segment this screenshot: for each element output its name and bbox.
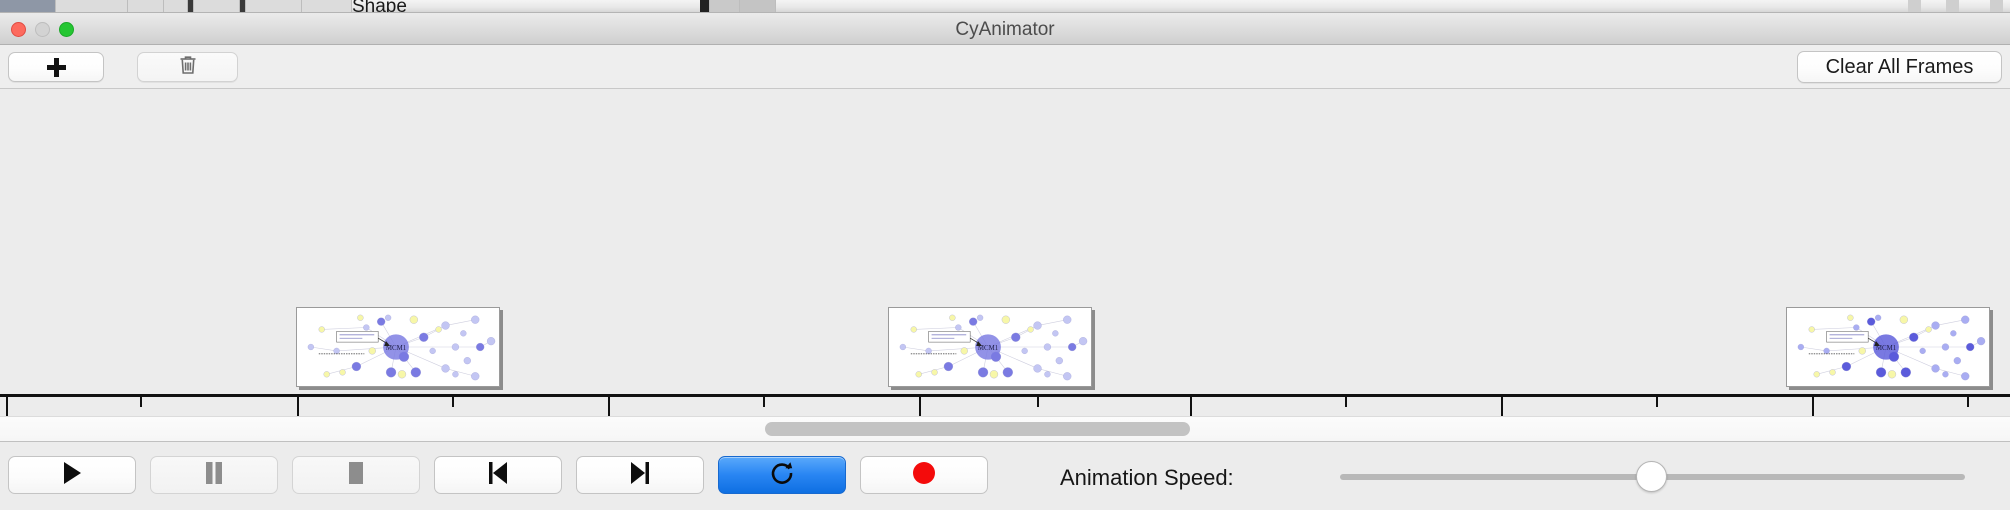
skip-end-icon <box>628 461 652 490</box>
svg-text:MCM1: MCM1 <box>978 345 999 352</box>
maximize-button[interactable] <box>59 22 74 37</box>
svg-text:MCM1: MCM1 <box>1876 345 1897 352</box>
background-window-label: Shape <box>352 0 407 13</box>
axis-tick <box>608 397 610 416</box>
play-button[interactable] <box>8 456 136 494</box>
close-button[interactable] <box>11 22 26 37</box>
scrollbar-thumb[interactable] <box>765 422 1190 436</box>
axis-tick <box>140 397 142 407</box>
svg-text:MCM1: MCM1 <box>386 345 407 352</box>
axis-tick <box>1967 397 1969 407</box>
axis-tick <box>1656 397 1658 407</box>
stop-icon <box>346 461 366 490</box>
animation-speed-label: Animation Speed: <box>1060 465 1234 490</box>
axis-tick <box>1190 397 1192 416</box>
skip-start-button[interactable] <box>434 456 562 494</box>
axis-tick <box>1501 397 1503 416</box>
pause-icon <box>204 461 224 490</box>
delete-frame-button[interactable] <box>137 52 238 82</box>
clear-all-frames-button[interactable]: Clear All Frames <box>1797 51 2002 83</box>
transport-bar: Animation Speed: <box>0 442 2010 510</box>
timeline-axis <box>0 394 2010 397</box>
pause-button[interactable] <box>150 456 278 494</box>
skip-start-icon <box>486 461 510 490</box>
trash-icon <box>178 54 198 81</box>
frame-toolbar: Clear All Frames <box>0 45 2010 89</box>
background-window: Shape <box>0 0 2010 13</box>
axis-tick <box>1345 397 1347 407</box>
axis-tick <box>1812 397 1814 416</box>
title-bar: CyAnimator <box>0 13 2010 45</box>
plus-icon <box>46 57 66 77</box>
loop-icon <box>769 460 795 491</box>
keyframe-thumbnail[interactable]: MCM1 <box>888 307 1092 387</box>
slider-thumb[interactable] <box>1636 461 1667 492</box>
stop-button[interactable] <box>292 456 420 494</box>
horizontal-scrollbar[interactable] <box>0 416 2010 442</box>
axis-tick <box>763 397 765 407</box>
axis-tick <box>6 397 8 416</box>
minimize-button[interactable] <box>35 22 50 37</box>
window-title: CyAnimator <box>955 19 1055 40</box>
window-controls <box>11 22 74 37</box>
loop-button[interactable] <box>718 456 846 494</box>
axis-tick <box>919 397 921 416</box>
axis-tick <box>452 397 454 407</box>
clear-all-frames-label: Clear All Frames <box>1825 55 1974 78</box>
axis-tick <box>1037 397 1039 407</box>
animation-speed-slider[interactable] <box>1340 461 1965 492</box>
play-icon <box>61 461 83 490</box>
axis-tick <box>297 397 299 416</box>
add-frame-button[interactable] <box>8 52 104 82</box>
keyframe-thumbnail[interactable]: MCM1 <box>296 307 500 387</box>
skip-end-button[interactable] <box>576 456 704 494</box>
keyframe-thumbnail[interactable]: MCM1 <box>1786 307 1990 387</box>
record-icon <box>911 460 937 491</box>
record-button[interactable] <box>860 456 988 494</box>
